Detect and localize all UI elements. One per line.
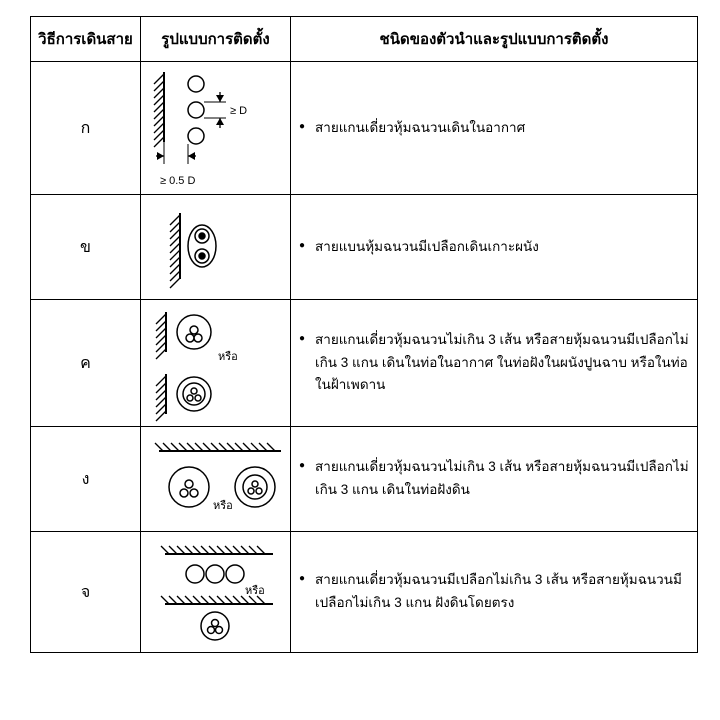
description-item: สายแกนเดี่ยวหุ้มฉนวนไม่เกิน 3 เส้น หรือส…: [299, 329, 689, 398]
diagram-cell: หรือ: [141, 300, 291, 427]
method-cell: ง: [31, 427, 141, 532]
description-item: สายแบนหุ้มฉนวนมีเปลือกเดินเกาะผนัง: [299, 236, 689, 259]
col-header-method: วิธีการเดินสาย: [31, 17, 141, 62]
header-row: วิธีการเดินสาย รูปแบบการติดตั้ง ชนิดของต…: [31, 17, 698, 62]
method-cell: ค: [31, 300, 141, 427]
svg-text:≥ 0.5 D: ≥ 0.5 D: [160, 175, 195, 187]
description-item: สายแกนเดี่ยวหุ้มฉนวนมีเปลือกไม่เกิน 3 เส…: [299, 569, 689, 615]
table-row: ก ≥ D ≥ 0.5 D สายแกนเดี่ยวหุ้มฉนวนเดินในอาก…: [31, 62, 698, 195]
table-row: ข สายแบนหุ้มฉนวนมีเปลือกเดินเกาะผนัง: [31, 195, 698, 300]
table-row: ค หรือ สายแกนเดี่ยวหุ้มฉนวนไม่เกิน 3 เส้น …: [31, 300, 698, 427]
svg-text:≥ D: ≥ D: [230, 105, 247, 117]
diagram-cell: หรือ: [141, 532, 291, 653]
diagram-cell: ≥ D ≥ 0.5 D: [141, 62, 291, 195]
description-cell: สายแกนเดี่ยวหุ้มฉนวนเดินในอากาศ: [291, 62, 698, 195]
svg-text:หรือ: หรือ: [218, 350, 238, 363]
description-cell: สายแกนเดี่ยวหุ้มฉนวนมีเปลือกไม่เกิน 3 เส…: [291, 532, 698, 653]
svg-text:หรือ: หรือ: [213, 499, 233, 512]
table-row: จ หรือ สายแกนเดี่ยวหุ้มฉนวนมีเปลือกไม่เกิน…: [31, 532, 698, 653]
wiring-methods-table: วิธีการเดินสาย รูปแบบการติดตั้ง ชนิดของต…: [30, 16, 698, 653]
description-cell: สายแกนเดี่ยวหุ้มฉนวนไม่เกิน 3 เส้น หรือส…: [291, 427, 698, 532]
method-cell: ก: [31, 62, 141, 195]
svg-text:หรือ: หรือ: [245, 584, 265, 597]
method-cell: จ: [31, 532, 141, 653]
table-row: งหรือ สายแกนเดี่ยวหุ้มฉนวนไม่เกิน 3 เส้น …: [31, 427, 698, 532]
description-item: สายแกนเดี่ยวหุ้มฉนวนไม่เกิน 3 เส้น หรือส…: [299, 456, 689, 502]
col-header-diagram: รูปแบบการติดตั้ง: [141, 17, 291, 62]
diagram-cell: หรือ: [141, 427, 291, 532]
diagram-cell: [141, 195, 291, 300]
description-cell: สายแบนหุ้มฉนวนมีเปลือกเดินเกาะผนัง: [291, 195, 698, 300]
method-cell: ข: [31, 195, 141, 300]
description-cell: สายแกนเดี่ยวหุ้มฉนวนไม่เกิน 3 เส้น หรือส…: [291, 300, 698, 427]
col-header-desc: ชนิดของตัวนำและรูปแบบการติดตั้ง: [291, 17, 698, 62]
description-item: สายแกนเดี่ยวหุ้มฉนวนเดินในอากาศ: [299, 117, 689, 140]
